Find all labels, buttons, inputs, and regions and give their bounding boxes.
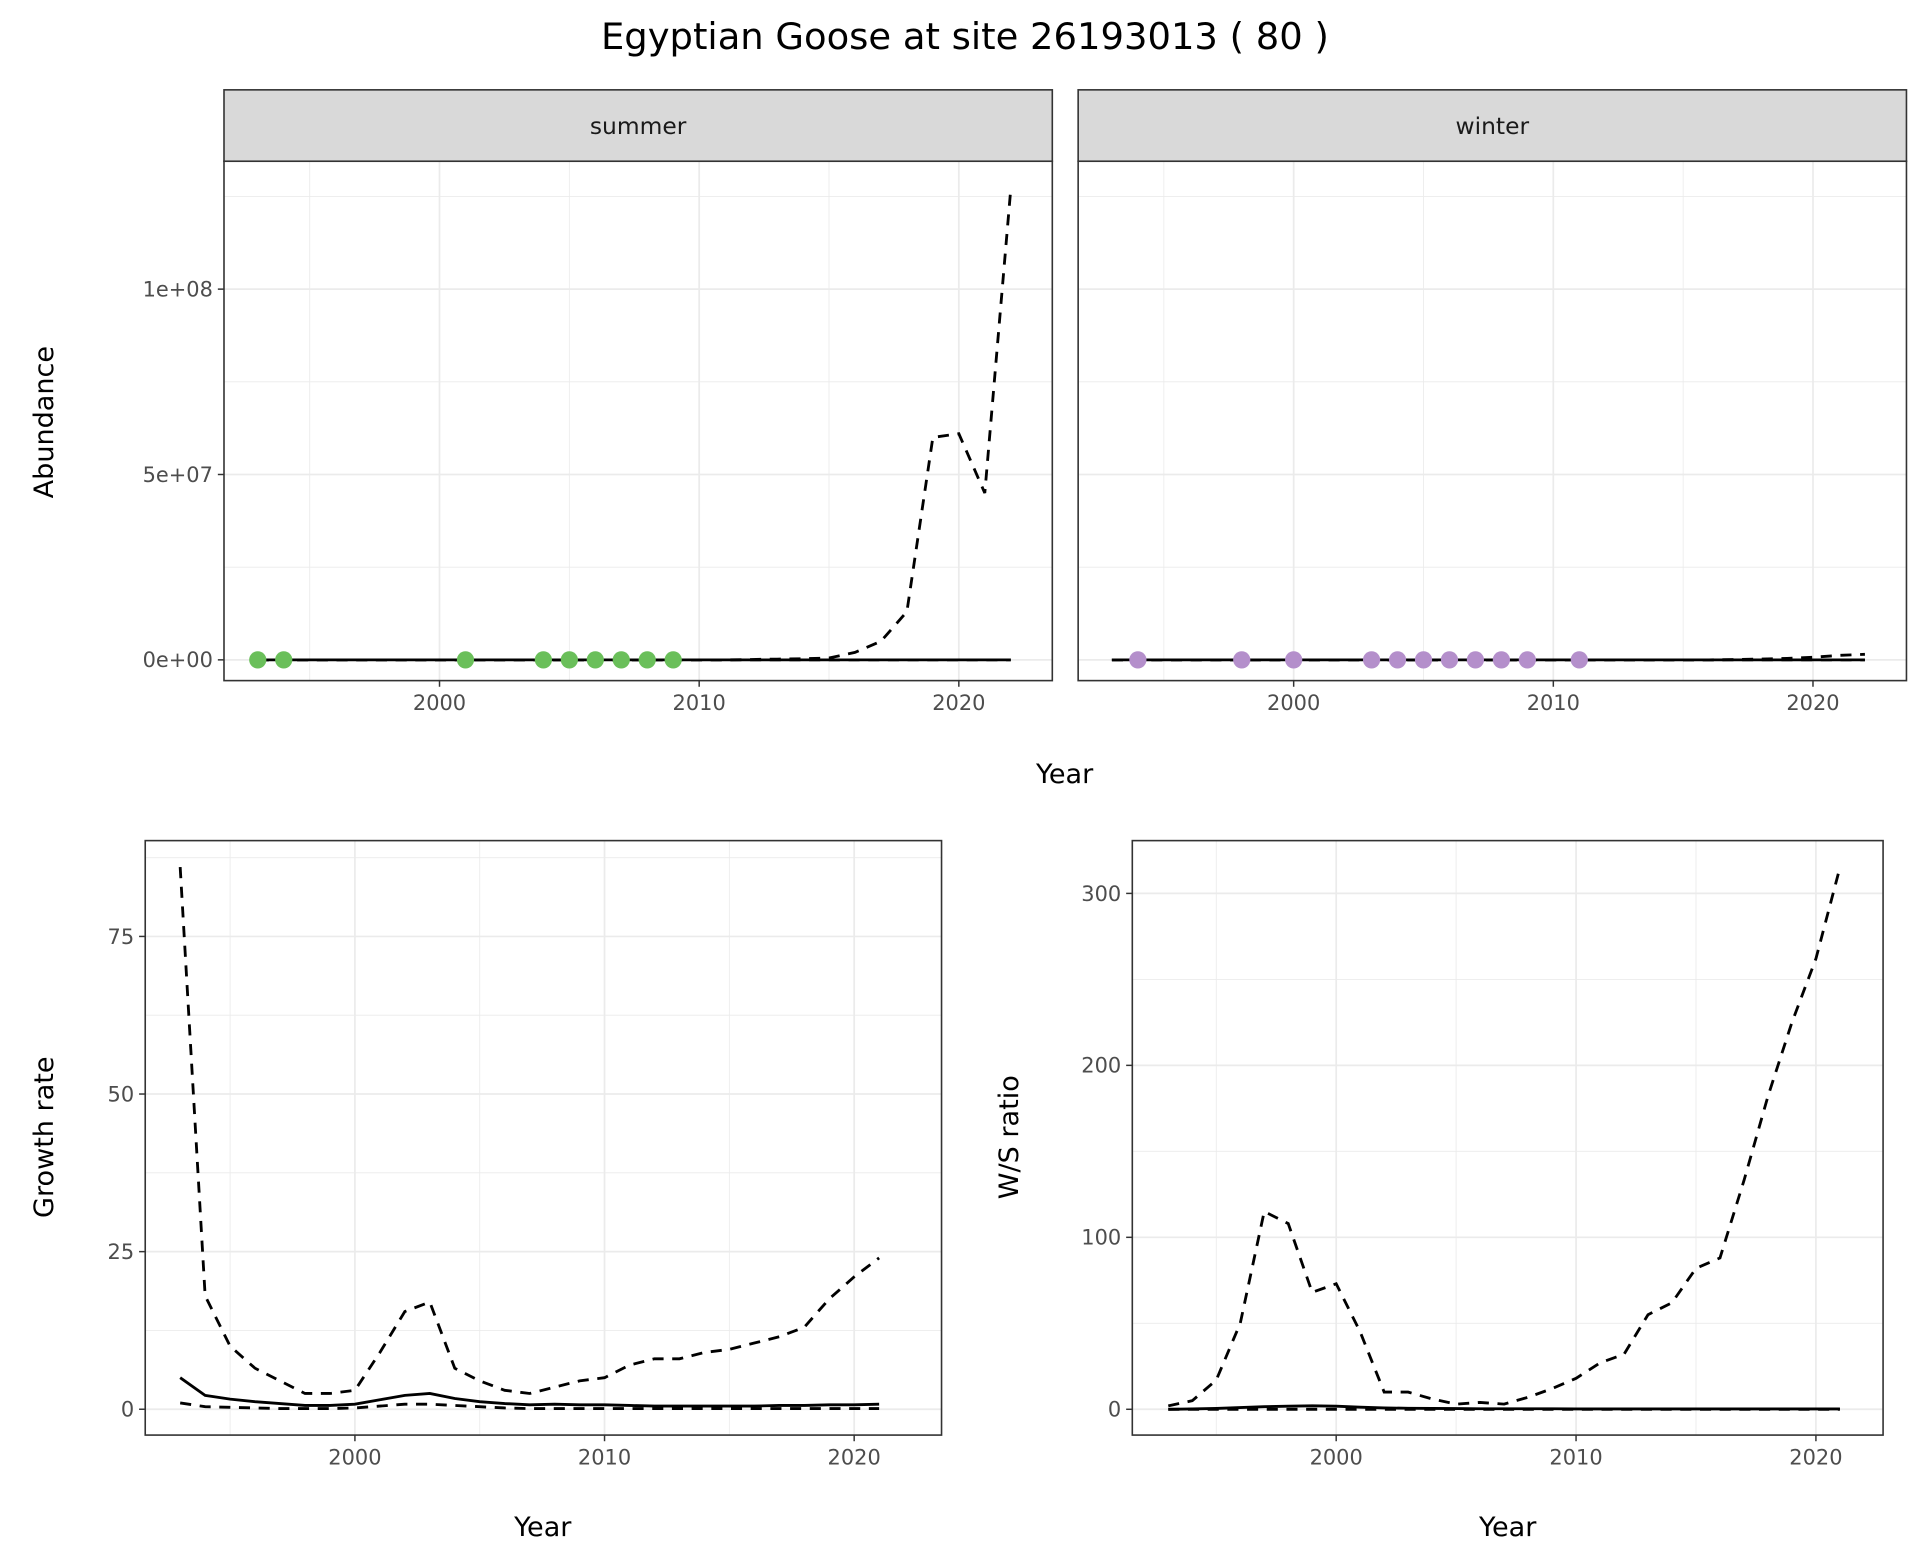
y-tick-label: 25 — [108, 1240, 135, 1264]
x-tick-label: 2010 — [1527, 691, 1580, 715]
x-tick-label: 2000 — [1267, 691, 1320, 715]
y-tick-label: 200 — [1081, 1054, 1121, 1078]
x-tick-label: 2020 — [1789, 1446, 1842, 1470]
data-point — [1466, 651, 1485, 669]
panel-ws-ratio: 2000 2010 2020 0 100 200 300 — [1081, 839, 1884, 1470]
panel-abundance-summer: 2000 2010 2020 0e+00 5e+07 1e+08 summer — [143, 89, 1054, 715]
data-point — [586, 651, 604, 669]
data-point — [1570, 651, 1588, 669]
facet-strip-label: summer — [590, 112, 687, 140]
data-point — [612, 651, 630, 669]
y-tick-label: 1e+08 — [143, 278, 213, 302]
y-tick-label: 100 — [1081, 1226, 1121, 1250]
data-point — [1233, 651, 1251, 669]
data-point — [456, 651, 475, 669]
y-tick-label: 0e+00 — [143, 648, 213, 672]
data-point — [1414, 651, 1433, 669]
data-point — [1440, 651, 1459, 669]
data-point — [1388, 651, 1407, 669]
panel-growth-rate: 2000 2010 2020 0 25 50 75 — [108, 839, 943, 1470]
y-tick-label: 50 — [108, 1082, 135, 1106]
data-point — [1518, 651, 1536, 669]
data-point — [1362, 651, 1381, 669]
plot-background — [1078, 161, 1907, 681]
x-tick-label: 2010 — [578, 1446, 631, 1470]
facet-strip — [1077, 89, 1908, 163]
data-point — [1285, 651, 1303, 669]
x-tick-label: 2010 — [673, 691, 726, 715]
plot-background — [145, 840, 942, 1436]
series-line-estimate — [179, 1376, 880, 1408]
data-point — [1492, 651, 1511, 669]
data-point — [664, 651, 682, 669]
panel-border — [144, 839, 943, 1436]
plot-background — [1132, 840, 1884, 1436]
x-tick-label: 2020 — [932, 691, 985, 715]
y-axis-title: Growth rate — [29, 1056, 60, 1218]
y-axis-title: W/S ratio — [994, 1075, 1025, 1199]
y-tick-label: 5e+07 — [143, 463, 213, 487]
x-axis-title: Year — [1035, 759, 1094, 790]
x-tick-label: 2020 — [828, 1446, 881, 1470]
panel-border — [1131, 839, 1884, 1436]
x-tick-label: 2000 — [328, 1446, 381, 1470]
x-tick-label: 2020 — [1786, 691, 1839, 715]
panel-abundance-winter: 2000 2010 2020 winter — [1077, 89, 1908, 715]
data-point — [560, 651, 578, 669]
data-point — [275, 651, 293, 669]
x-axis-title: Year — [1478, 1512, 1537, 1543]
y-tick-label: 75 — [108, 925, 135, 949]
data-point — [249, 651, 267, 669]
data-point — [534, 651, 552, 669]
series-line-upper — [1167, 867, 1842, 1408]
x-axis-title: Year — [513, 1512, 572, 1543]
facet-strip — [223, 89, 1054, 163]
data-point — [1129, 651, 1147, 669]
y-axis-title: Abundance — [29, 346, 60, 498]
plot-background — [224, 161, 1053, 681]
x-tick-label: 2000 — [1310, 1446, 1363, 1470]
y-tick-label: 0 — [1108, 1398, 1121, 1422]
x-tick-label: 2010 — [1549, 1446, 1602, 1470]
series-line-upper — [178, 867, 880, 1395]
facet-strip-label: winter — [1456, 112, 1530, 140]
x-tick-label: 2000 — [413, 691, 466, 715]
y-tick-label: 0 — [121, 1398, 134, 1422]
data-point — [638, 651, 656, 669]
y-tick-label: 300 — [1081, 882, 1121, 906]
chart-title: Egyptian Goose at site 26193013 ( 80 ) — [601, 15, 1329, 58]
